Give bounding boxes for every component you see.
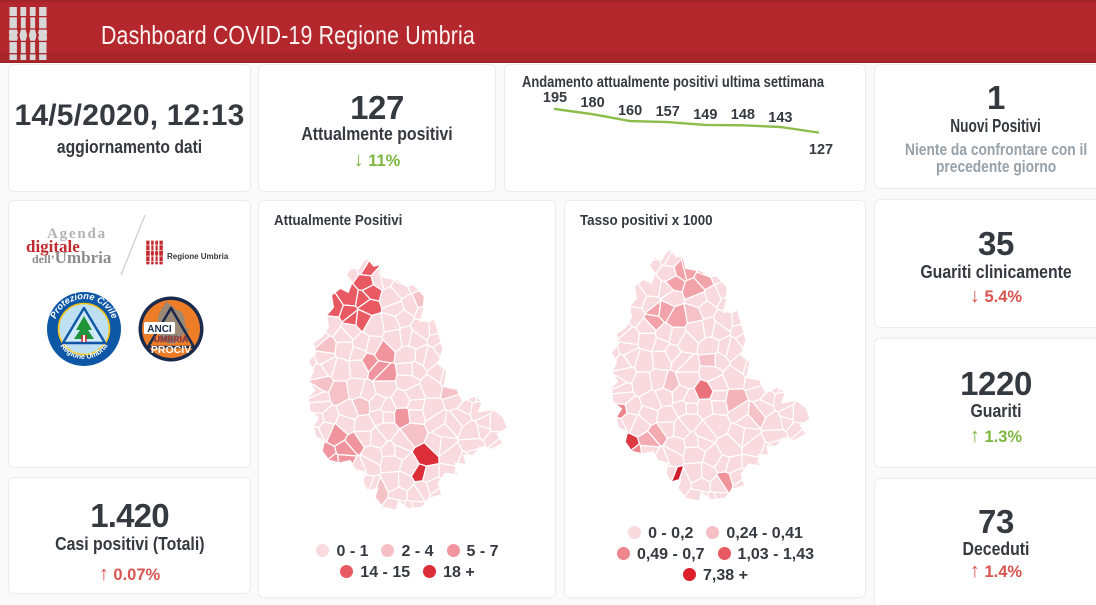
- svg-text:157: 157: [656, 104, 680, 120]
- svg-text:148: 148: [731, 107, 755, 123]
- svg-text:160: 160: [618, 103, 642, 119]
- svg-text:195: 195: [543, 90, 567, 106]
- svg-text:UMBRIA: UMBRIA: [154, 334, 188, 344]
- svg-text:PROCIV: PROCIV: [151, 344, 191, 356]
- svg-text:180: 180: [580, 95, 604, 111]
- svg-text:149: 149: [693, 107, 717, 123]
- svg-text:143: 143: [768, 110, 792, 126]
- svg-text:ANCI: ANCI: [147, 324, 172, 335]
- svg-text:127: 127: [809, 142, 833, 158]
